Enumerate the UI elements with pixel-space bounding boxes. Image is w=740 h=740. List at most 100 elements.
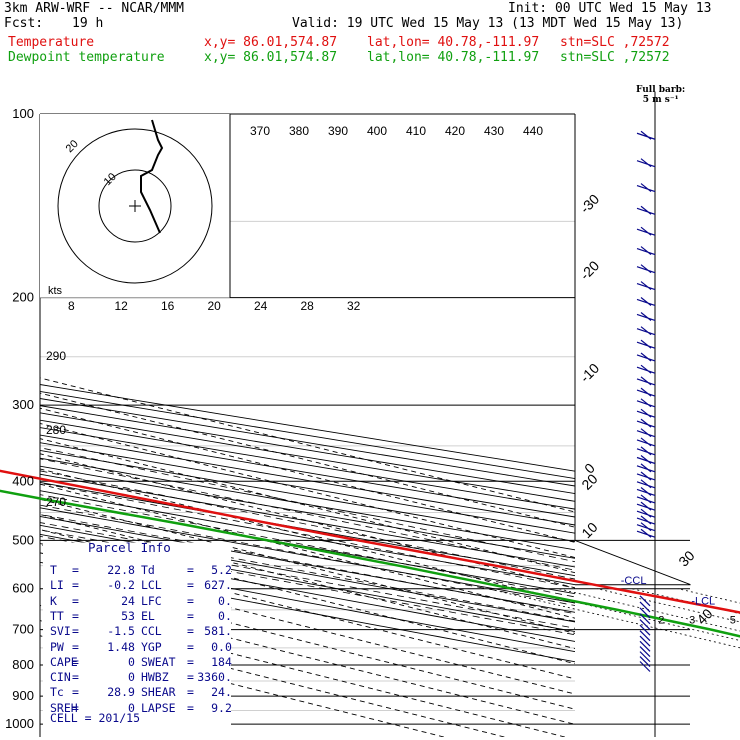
wind-barb xyxy=(639,595,651,607)
mixing-ratio-label: 2 xyxy=(658,615,664,627)
equals-sign: = xyxy=(72,578,79,593)
isotherm-label: -20 xyxy=(577,257,603,283)
equals-sign: = xyxy=(72,563,79,577)
parcel-label: HWBZ xyxy=(140,670,169,685)
legend-dewpoint-xy: x,y= 86.01,574.87 xyxy=(204,50,338,65)
equals-sign: = xyxy=(72,685,79,700)
wind-barb xyxy=(636,205,656,215)
legend-temperature-xy: x,y= 86.01,574.87 xyxy=(204,35,338,50)
equals-sign: = xyxy=(72,593,79,608)
parcel-value: -1.5 xyxy=(107,624,135,639)
wind-barb xyxy=(636,264,656,274)
mixing-ratio-line xyxy=(487,588,740,649)
parcel-value: 1.48 xyxy=(107,639,135,654)
wind-barb xyxy=(636,376,656,386)
mixing-ratio-label: 5 xyxy=(730,615,736,627)
dry-adiabat-label: 290 xyxy=(46,349,66,363)
wind-barb xyxy=(636,418,656,428)
wind-barb xyxy=(636,312,656,322)
wind-barb-title-line2: 5 m s⁻¹ xyxy=(642,95,679,105)
wind-barb xyxy=(639,651,651,663)
equals-sign: = xyxy=(72,670,79,685)
moist-adiabat xyxy=(40,494,575,598)
wind-barb xyxy=(636,494,656,504)
pressure-label: 900 xyxy=(12,688,34,703)
pressure-label: 200 xyxy=(12,290,34,305)
isotherm-label: 30 xyxy=(675,547,697,569)
dry-adiabat xyxy=(40,490,575,586)
parcel-info-title: Parcel Info xyxy=(88,540,171,555)
wind-barb xyxy=(636,281,656,291)
theta-e-label: 380 xyxy=(289,124,309,138)
parcel-info-row: SVI= -1.5 CCL = 581. xyxy=(50,624,232,638)
plot-frame xyxy=(39,92,691,740)
hodograph-trace xyxy=(140,119,164,234)
equals-sign: = xyxy=(186,654,194,669)
wind-barb-title: Full barb: 5 m s⁻¹ xyxy=(636,85,685,105)
level-annotation-ccl: -CCL xyxy=(621,575,647,587)
parcel-value: 0.0 xyxy=(211,639,232,654)
parcel-label: TT xyxy=(50,608,64,623)
parcel-value: 581. xyxy=(204,624,232,639)
wind-barb xyxy=(636,522,656,532)
hodograph-speed-label: 32 xyxy=(347,299,361,313)
profile-lines: -CCL -LCL xyxy=(0,469,740,638)
wind-barb xyxy=(636,297,656,307)
parcel-info-cell: CELL = 201/15 xyxy=(50,711,141,725)
hodograph-ring xyxy=(57,128,213,284)
wind-barb xyxy=(636,515,656,525)
parcel-value: 0. xyxy=(218,608,232,623)
moist-adiabat-lines xyxy=(40,447,575,636)
isotherm xyxy=(40,574,575,710)
parcel-label: CAPE xyxy=(50,654,78,669)
wind-barb xyxy=(639,624,651,636)
legend-dewpoint-latlon: lat,lon= 40.78,-111.97 xyxy=(367,50,540,65)
parcel-label: LFC xyxy=(140,593,162,608)
theta-e-label: 440 xyxy=(523,124,543,138)
wind-barb xyxy=(636,446,656,456)
parcel-value: 24. xyxy=(211,685,232,700)
wind-barb xyxy=(636,183,656,193)
pressure-label: 300 xyxy=(12,397,34,412)
axis-labels: 100200300400500600700800900100023581220-… xyxy=(5,106,736,731)
parcel-value: 0. xyxy=(218,593,232,608)
theta-e-label: 420 xyxy=(445,124,465,138)
legend-dewpoint-name: Dewpoint temperature xyxy=(8,50,165,65)
model-title: 3km ARW-WRF -- NCAR/MMM xyxy=(4,1,185,16)
parcel-label: Td xyxy=(140,563,155,577)
parcel-info-background xyxy=(43,542,231,740)
equals-sign: = xyxy=(72,624,79,639)
parcel-value: 0 xyxy=(128,654,135,669)
wind-barb xyxy=(636,528,656,538)
forecast-label: Fcst: xyxy=(4,16,44,31)
dry-adiabat xyxy=(40,524,575,623)
wind-barb xyxy=(636,246,656,256)
parcel-label: LAPSE xyxy=(140,700,176,715)
moist-adiabat xyxy=(40,535,575,636)
isotherm-label: 20 xyxy=(578,470,600,492)
isotherm xyxy=(40,422,575,559)
parcel-info-row: CAPE= 0 SWEAT = 184 xyxy=(50,655,232,669)
dry-adiabat xyxy=(40,507,575,604)
wind-barb xyxy=(636,508,656,518)
parcel-value: 9.2 xyxy=(211,700,232,715)
parcel-info-row: CIN= 0 HWBZ = 3360. xyxy=(50,670,232,684)
wind-barb xyxy=(639,630,651,642)
pressure-label: 600 xyxy=(12,581,34,596)
theta-e-label: 400 xyxy=(367,124,387,138)
wind-barb xyxy=(636,487,656,497)
dry-adiabat xyxy=(40,533,575,633)
frame-extension xyxy=(574,539,691,586)
parcel-info-row: T = 22.8 Td = 5.2 xyxy=(50,563,232,577)
wind-barb xyxy=(639,601,651,613)
equals-sign: = xyxy=(186,639,194,654)
parcel-info-row: Tc = 28.9 SHEAR = 24. xyxy=(50,685,232,699)
wind-barb xyxy=(636,471,656,481)
parcel-label: YGP xyxy=(140,639,162,654)
hodograph-ring xyxy=(98,169,172,243)
parcel-value: 627. xyxy=(204,578,232,593)
isotherm-label: -30 xyxy=(577,191,603,217)
wind-barb xyxy=(639,607,651,619)
